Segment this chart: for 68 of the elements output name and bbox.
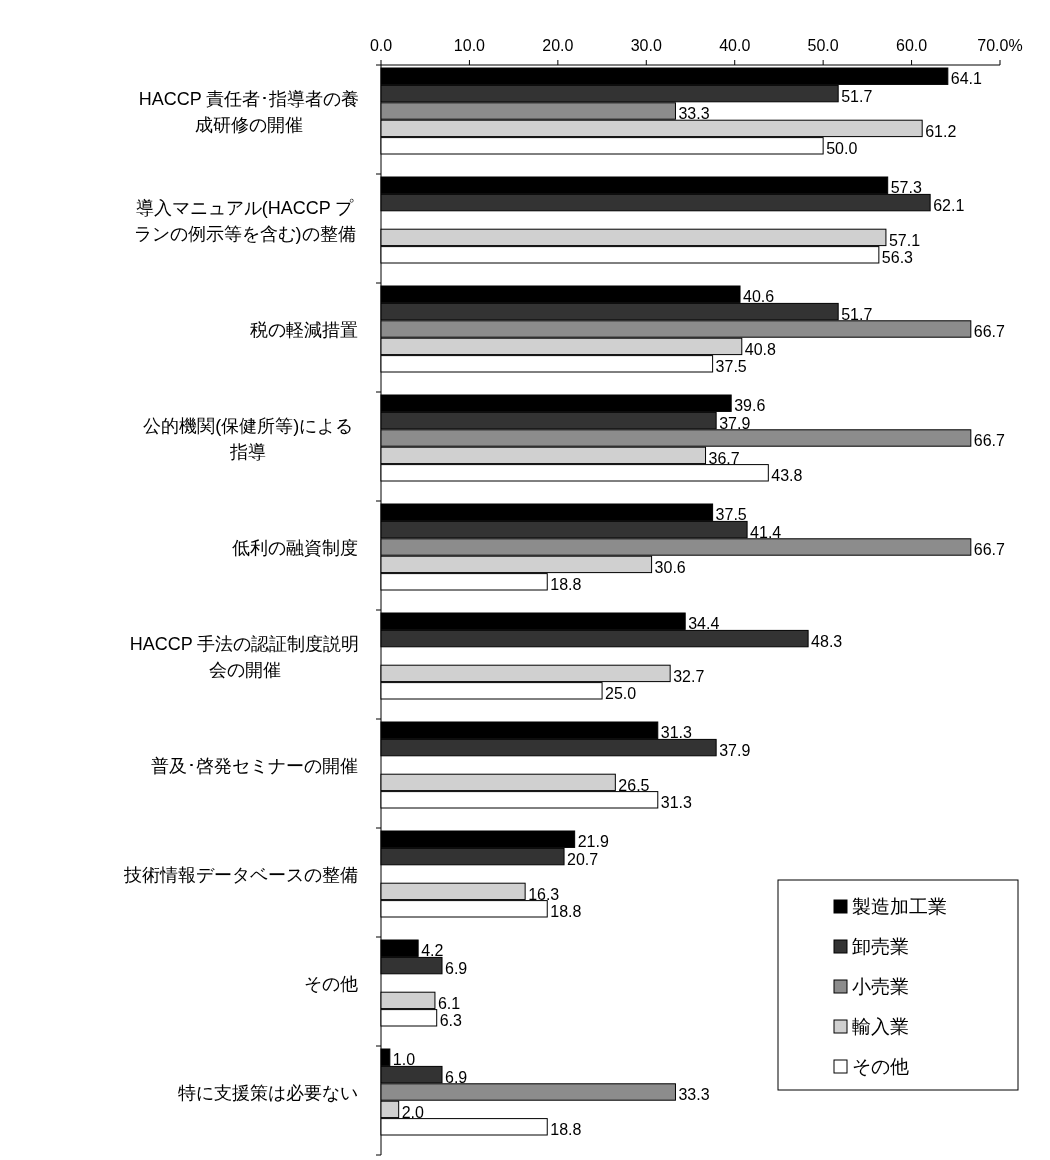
data-label: 18.8 xyxy=(550,576,582,593)
data-label: 66.7 xyxy=(973,432,1006,450)
data-label: 2.0 xyxy=(401,1103,425,1121)
y-tick-label: 普及･啓発セミナーの開催 xyxy=(151,755,358,776)
data-label: 66.7 xyxy=(973,323,1006,341)
y-tick-label: 特に支援策は必要ない xyxy=(178,1082,358,1103)
y-tick-label: 導入マニュアル(HACCP プランの例示等を含む)の整備 xyxy=(133,197,356,244)
data-label: 6.3 xyxy=(439,1012,463,1029)
data-label: 50.0 xyxy=(826,140,858,157)
data-label: 4.2 xyxy=(421,942,444,960)
data-label: 66.7 xyxy=(973,541,1006,559)
data-label: 56.3 xyxy=(881,249,914,266)
data-label: 48.3 xyxy=(811,632,843,650)
data-label: 36.7 xyxy=(708,449,740,467)
data-label: 64.1 xyxy=(950,70,983,88)
x-tick-label: 60.0 xyxy=(896,37,928,54)
legend-label: 製造加工業 xyxy=(852,896,947,917)
y-tick-label: HACCP 責任者･指導者の養成研修の開催 xyxy=(138,88,360,135)
legend-label: 輸入業 xyxy=(852,1016,909,1037)
y-tick-label: HACCP 手法の認証制度説明会の開催 xyxy=(129,633,360,680)
y-tick-label: その他 xyxy=(304,973,358,994)
data-label: 16.3 xyxy=(528,885,560,903)
data-label: 26.5 xyxy=(618,776,650,794)
data-label: 37.5 xyxy=(715,358,747,375)
data-label: 34.4 xyxy=(688,615,720,633)
data-label: 32.7 xyxy=(673,667,705,685)
data-label: 40.8 xyxy=(744,340,777,358)
data-label: 6.9 xyxy=(445,1068,468,1086)
data-label: 6.9 xyxy=(445,959,468,977)
legend-label: 小売業 xyxy=(852,976,909,997)
y-tick-label: 低利の融資制度 xyxy=(232,537,358,558)
y-tick-label: 税の軽減措置 xyxy=(250,319,358,340)
x-tick-label: 0.0 xyxy=(369,37,393,54)
data-label: 31.3 xyxy=(660,794,693,811)
data-label: 43.8 xyxy=(771,467,803,484)
data-label: 37.9 xyxy=(719,741,751,759)
data-label: 31.3 xyxy=(660,724,693,742)
data-label: 25.0 xyxy=(605,685,637,702)
data-label: 51.7 xyxy=(841,87,873,105)
x-tick-label: 20.0 xyxy=(542,37,574,54)
data-label: 40.6 xyxy=(743,288,775,306)
data-label: 18.8 xyxy=(550,1121,582,1138)
data-label: 37.9 xyxy=(719,414,751,432)
y-tick-label: 公的機関(保健所等)による指導 xyxy=(143,415,354,462)
data-label: 62.1 xyxy=(933,196,965,214)
x-tick-label: 30.0 xyxy=(630,37,662,54)
data-label: 20.7 xyxy=(567,850,599,868)
y-tick-label: 技術情報データベースの整備 xyxy=(123,864,358,885)
data-label: 33.3 xyxy=(678,1086,710,1104)
data-label: 30.6 xyxy=(654,558,686,576)
data-label: 57.1 xyxy=(888,231,921,249)
data-label: 6.1 xyxy=(437,994,461,1012)
x-tick-label: 50.0 xyxy=(807,37,839,54)
data-label: 61.2 xyxy=(925,122,957,140)
x-tick-label: 10.0 xyxy=(453,37,486,54)
x-tick-label: 40.0 xyxy=(719,37,751,54)
data-label: 57.3 xyxy=(890,179,922,197)
data-label: 37.5 xyxy=(715,506,747,524)
x-tick-label: 70.0% xyxy=(977,37,1023,54)
data-label: 39.6 xyxy=(734,397,766,415)
legend-label: 卸売業 xyxy=(852,936,909,957)
data-label: 51.7 xyxy=(841,305,873,323)
data-label: 18.8 xyxy=(550,903,582,920)
data-label: 21.9 xyxy=(577,833,609,851)
data-label: 41.4 xyxy=(750,523,782,541)
data-label: 1.0 xyxy=(392,1051,416,1069)
data-label: 33.3 xyxy=(678,105,710,123)
legend-label: その他 xyxy=(852,1056,909,1077)
